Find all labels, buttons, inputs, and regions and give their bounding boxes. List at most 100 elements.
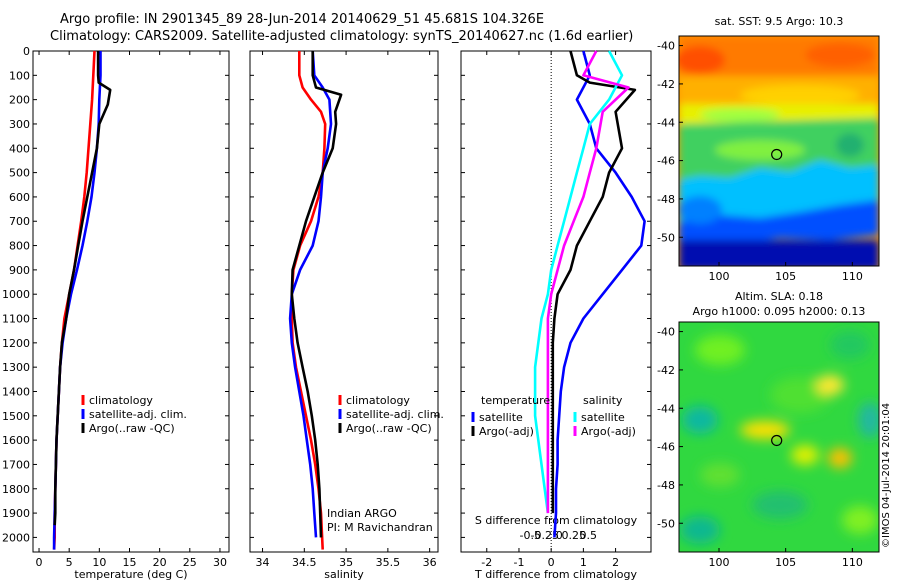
difference-xlabel: T difference from climatology [474, 568, 637, 580]
y-tick-label: 900 [9, 264, 30, 277]
map-y-tick-label: -42 [657, 364, 675, 377]
y-tick-label: 2000 [2, 531, 30, 544]
y-tick-label: 1500 [2, 410, 30, 423]
map-y-tick-label: -48 [657, 479, 675, 492]
map-x-tick-label: 105 [775, 556, 796, 569]
panel-annotation: Indian ARGO [327, 507, 397, 520]
y-tick-label: 500 [9, 167, 30, 180]
salinity-xlabel: salinity [324, 568, 364, 580]
x-tick-label: 35.5 [376, 556, 401, 569]
sla-map-frame [678, 321, 880, 553]
map-y-tick-label: -42 [657, 78, 675, 91]
sst-map: sat. SST: 9.5 Argo: 10.3 100 105 110 [657, 15, 880, 283]
map-y-tick-label: -48 [657, 193, 675, 206]
top-x-tick-label: -0.5 [520, 529, 541, 542]
legend-label: satellite-adj. clim. [89, 408, 187, 421]
y-tick-label: 1100 [2, 313, 30, 326]
x-tick-label: 15 [122, 556, 136, 569]
top-x-tick-label: 0.5 [579, 529, 597, 542]
y-tick-label: 1300 [2, 361, 30, 374]
legend-label: Argo(..raw -QC) [89, 422, 175, 435]
top-x-tick-label: 0 [556, 529, 563, 542]
map-y-tick-label: -50 [657, 517, 675, 530]
top-x-tick-label: -0.25 [530, 529, 558, 542]
salinity-plot-frame [249, 50, 439, 553]
x-tick-label: 10 [92, 556, 106, 569]
map-x-tick-label: 100 [709, 556, 730, 569]
x-tick-label: 36 [423, 556, 437, 569]
sla-map-title-1: Altim. SLA: 0.18 [735, 290, 823, 303]
sst-map-title: sat. SST: 9.5 Argo: 10.3 [715, 15, 844, 28]
x-tick-label: 20 [153, 556, 167, 569]
map-y-tick-label: -44 [657, 402, 675, 415]
x-tick-label: 1 [580, 556, 587, 569]
map-x-tick-label: 100 [709, 270, 730, 283]
temperature-xlabel: temperature (deg C) [74, 568, 187, 580]
x-tick-label: 34 [256, 556, 270, 569]
x-tick-label: 30 [213, 556, 227, 569]
y-tick-label: 600 [9, 191, 30, 204]
series-line-salinity-argo-adj- [546, 50, 630, 514]
y-tick-label: 700 [9, 215, 30, 228]
y-tick-label: 200 [9, 94, 30, 107]
sst-map-frame [678, 35, 880, 267]
legend-label: Argo(..raw -QC) [346, 422, 432, 435]
legend-label: satellite [581, 411, 625, 424]
x-tick-label: 25 [183, 556, 197, 569]
series-line-satellite-adj-clim- [288, 50, 333, 538]
sla-map: Altim. SLA: 0.18 Argo h1000: 0.095 h2000… [657, 290, 892, 569]
map-x-tick-label: 105 [775, 270, 796, 283]
series-line-temperature-satellite [553, 50, 646, 538]
y-tick-label: 1700 [2, 458, 30, 471]
map-x-tick-label: 110 [842, 556, 863, 569]
argo-position-marker [771, 148, 783, 161]
series-line-argo-raw-qc- [290, 51, 343, 538]
map-y-tick-label: -46 [657, 441, 675, 454]
legend-label: climatology [89, 394, 153, 407]
y-tick-label: 0 [23, 45, 30, 58]
y-tick-label: 1000 [2, 288, 30, 301]
legend-label: satellite [479, 411, 523, 424]
salinity-profile-panel: 34 34.5 35 35.5 36 salinity climatologysatelli… [249, 50, 444, 580]
legend-label: climatology [346, 394, 410, 407]
x-tick-label: -2 [481, 556, 492, 569]
y-tick-label: 1900 [2, 507, 30, 520]
y-tick-label: 1400 [2, 385, 30, 398]
y-tick-label: 1600 [2, 434, 30, 447]
map-y-tick-label: -46 [657, 155, 675, 168]
top-x-tick-label: 0.25 [561, 529, 586, 542]
y-tick-label: 800 [9, 240, 30, 253]
map-y-tick-label: -44 [657, 116, 675, 129]
map-x-tick-label: 110 [842, 270, 863, 283]
x-tick-label: 5 [66, 556, 73, 569]
legend-title: salinity [583, 394, 623, 407]
map-y-tick-label: -40 [657, 40, 675, 53]
series-line-argo-raw-qc- [53, 51, 112, 526]
y-tick-label: 1200 [2, 337, 30, 350]
y-tick-label: 300 [9, 118, 30, 131]
x-tick-label: 35 [339, 556, 353, 569]
legend-label: satellite-adj. clim. [346, 408, 444, 421]
legend-title: temperature [481, 394, 550, 407]
title-line-2: Climatology: CARS2009. Satellite-adjuste… [50, 29, 634, 44]
series-line-temperature-argo-adj- [551, 50, 637, 514]
y-tick-label: 400 [9, 142, 30, 155]
imos-stamp: ©IMOS 04-Jul-2014 20:01:04 [881, 403, 892, 548]
map-y-tick-label: -40 [657, 326, 675, 339]
title-line-1: Argo profile: IN 2901345_89 28-Jun-2014 … [60, 12, 545, 27]
series-line-salinity-satellite [533, 50, 624, 514]
temperature-plot-frame [32, 50, 230, 553]
argo-position-marker [771, 434, 783, 447]
legend-label: Argo(-adj) [581, 425, 636, 438]
panel-annotation: PI: M Ravichandran [327, 521, 433, 534]
temperature-profile-panel: 0100200300400500600700800900100011001200… [2, 45, 230, 580]
map-y-tick-label: -50 [657, 231, 675, 244]
legend-label: Argo(-adj) [479, 425, 534, 438]
x-tick-label: 34.5 [292, 556, 317, 569]
x-tick-label: 0 [548, 556, 555, 569]
x-tick-label: 2 [612, 556, 619, 569]
x-tick-label: -1 [513, 556, 524, 569]
sla-map-title-2: Argo h1000: 0.095 h2000: 0.13 [693, 305, 866, 318]
x-tick-label: 0 [36, 556, 43, 569]
